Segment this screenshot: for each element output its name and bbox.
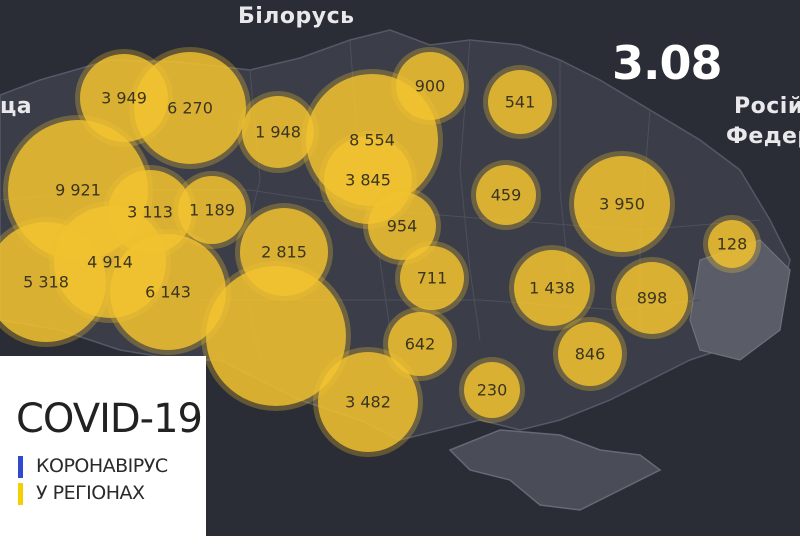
bubble-ternopil-label: 3 113: [127, 202, 173, 222]
info-line-coronavirus: КОРОНАВІРУС: [36, 455, 168, 477]
bubble-kyiv-region-label: 8 554: [349, 130, 395, 150]
bubble-mykolaiv-label: 642: [404, 334, 436, 354]
bubble-khmelnytskyi-label: 1 189: [189, 200, 235, 220]
bubble-volyn-label: 3 949: [101, 88, 147, 108]
bubble-chernivtsi: [110, 234, 226, 350]
bubble-ivano-frankivsk-label: 4 914: [87, 252, 133, 272]
bubble-donetsk: [616, 262, 688, 334]
bubble-sumy: [488, 70, 552, 134]
bubble-kharkiv-label: 3 950: [599, 194, 645, 214]
bubble-unlabeled: [206, 266, 346, 406]
bubble-dnipro-label: 1 438: [529, 278, 575, 298]
russia-label-line2: Федер: [726, 124, 800, 149]
info-title: COVID-19: [16, 396, 203, 442]
bubble-lviv-label: 9 921: [55, 180, 101, 200]
bubble-rivne-label: 6 270: [167, 98, 213, 118]
crimea-territory: [448, 429, 662, 511]
date-label: 3.08: [612, 36, 722, 90]
bubble-cherkasy: [368, 192, 436, 260]
bubble-donetsk-label: 898: [636, 288, 668, 308]
bubble-sumy-label: 541: [504, 92, 536, 112]
info-panel: COVID-19 КОРОНАВІРУС У РЕГІОНАХ: [0, 356, 206, 536]
bubble-kherson-label: 230: [476, 380, 508, 400]
west-country-label: ца: [0, 94, 33, 119]
bubble-kirovohrad: [400, 246, 464, 310]
russia-label-line1: Росій: [734, 94, 800, 119]
bubble-khmelnytskyi: [178, 176, 246, 244]
flag-blue-bar: [18, 456, 23, 478]
belarus-label: Білорусь: [238, 4, 355, 29]
eastern-territory: [689, 239, 791, 361]
bubble-zakarpattia-label: 5 318: [23, 272, 69, 292]
bubble-layer: [0, 47, 761, 457]
bubble-kirovohrad-label: 711: [416, 268, 448, 288]
info-line-regions: У РЕГІОНАХ: [36, 482, 145, 504]
bubble-odesa-label: 3 482: [345, 392, 391, 412]
bubble-zaporizhzhia: [558, 322, 622, 386]
flag-yellow-bar: [18, 483, 23, 505]
bubble-vinnytsia-label: 2 815: [261, 242, 307, 262]
bubble-kharkiv: [574, 156, 670, 252]
bubble-kherson: [464, 362, 520, 418]
bubble-cherkasy-label: 954: [386, 216, 418, 236]
bubble-rivne: [134, 52, 246, 164]
bubble-mykolaiv: [388, 312, 452, 376]
bubble-luhansk: [708, 220, 756, 268]
bubble-odesa: [318, 352, 418, 452]
bubble-chernihiv: [396, 52, 464, 120]
bubble-chernihiv-label: 900: [414, 76, 446, 96]
bubble-zhytomyr-label: 1 948: [255, 122, 301, 142]
bubble-chernivtsi-label: 6 143: [145, 282, 191, 302]
bubble-poltava: [476, 165, 536, 225]
bubble-kyiv-city-label: 3 845: [345, 170, 391, 190]
bubble-dnipro: [514, 250, 590, 326]
bubble-zaporizhzhia-label: 846: [574, 344, 606, 364]
bubble-poltava-label: 459: [490, 185, 522, 205]
bubble-luhansk-label: 128: [716, 234, 748, 254]
bubble-zhytomyr: [242, 96, 314, 168]
